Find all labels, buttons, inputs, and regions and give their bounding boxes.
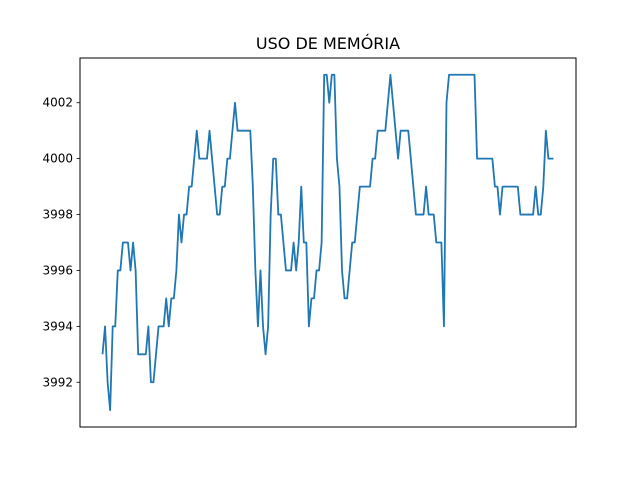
y-tick-label: 3994 [42, 319, 73, 333]
y-tick-label: 3998 [42, 208, 73, 222]
y-tick-label: 3996 [42, 263, 73, 277]
y-axis-ticks: 3992 3994 3996 3998 4000 4002 [42, 96, 80, 389]
y-tick-label: 3992 [42, 375, 73, 389]
y-tick-label: 4000 [42, 152, 73, 166]
series-line [101, 73, 554, 412]
axes-frame [79, 57, 577, 428]
chart-title: USO DE MEMÓRIA [256, 34, 400, 53]
plot-area [101, 73, 554, 412]
y-tick-label: 4002 [42, 96, 73, 110]
